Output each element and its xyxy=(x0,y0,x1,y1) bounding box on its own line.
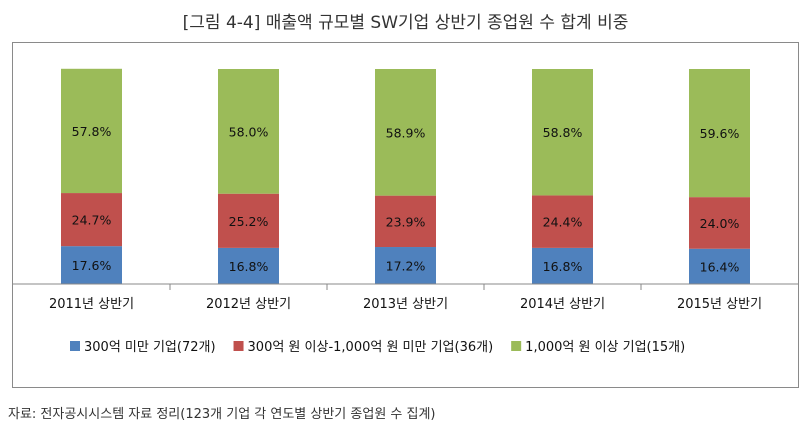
bar-segment xyxy=(375,247,436,284)
bar-segment xyxy=(61,193,122,247)
data-label: 17.2% xyxy=(386,259,426,274)
stacked-bar-chart: 17.6% 24.7% 57.8% 16.8% 25.2% 58.0% 17.2% 23.9%… xyxy=(13,68,798,355)
legend: 300억 미만 기업(72개) 300억 원 이상-1,000억 원 미만 기업(… xyxy=(70,340,685,355)
bars-layer: 17.6% 24.7% 57.8% 16.8% 25.2% 58.0% 17.2% 23.9%… xyxy=(61,68,750,284)
legend-label: 1,000억 원 이상 기업(15개) xyxy=(525,340,685,355)
x-axis: 2011년 상반기 2012년 상반기 2013년 상반기 2014년 상반기 2015… xyxy=(13,283,798,312)
chart-frame: 17.6% 24.7% 57.8% 16.8% 25.2% 58.0% 17.2% 23.9%… xyxy=(12,42,799,388)
data-label: 24.4% xyxy=(543,215,583,230)
legend-swatch xyxy=(233,341,244,351)
data-label: 59.6% xyxy=(700,126,740,141)
bar-segment xyxy=(218,193,279,248)
x-tick-label: 2015년 상반기 xyxy=(677,297,762,312)
data-label: 17.6% xyxy=(72,258,112,273)
data-label: 16.4% xyxy=(700,259,740,274)
x-tick-label: 2014년 상반기 xyxy=(520,297,605,312)
bar-segment xyxy=(218,247,279,284)
data-label: 57.8% xyxy=(72,124,112,139)
x-tick-label: 2012년 상반기 xyxy=(206,297,291,312)
legend-swatch xyxy=(70,341,80,351)
bar-segment xyxy=(689,69,750,198)
data-label: 24.0% xyxy=(700,216,740,231)
legend-swatch xyxy=(511,341,522,351)
data-label: 58.0% xyxy=(229,124,269,139)
data-label: 25.2% xyxy=(229,214,269,229)
bar-segment xyxy=(218,69,279,194)
data-label: 23.9% xyxy=(386,214,426,229)
bar-segment xyxy=(532,195,593,248)
bar-segment xyxy=(532,69,593,196)
bar-segment xyxy=(375,195,436,248)
data-label: 58.9% xyxy=(386,125,426,140)
data-label: 24.7% xyxy=(72,213,112,228)
bar-segment xyxy=(689,197,750,249)
chart-title: [그림 4-4] 매출액 규모별 SW기업 상반기 종업원 수 합계 비중 xyxy=(182,13,629,33)
legend-label: 300억 원 이상-1,000억 원 미만 기업(36개) xyxy=(248,340,494,355)
bar-segment xyxy=(61,68,122,194)
bar-segment xyxy=(375,69,436,196)
source-note: 자료: 전자공시시스템 자료 정리(123개 기업 각 연도별 상반기 종업원 … xyxy=(8,407,436,422)
bar-segment xyxy=(689,248,750,284)
x-tick-label: 2011년 상반기 xyxy=(49,297,134,312)
bar-segment xyxy=(532,247,593,284)
x-tick-label: 2013년 상반기 xyxy=(363,297,448,312)
data-label: 16.8% xyxy=(543,259,583,274)
bar-segment xyxy=(61,246,122,284)
data-label: 58.8% xyxy=(543,125,583,140)
data-label: 16.8% xyxy=(229,259,269,274)
legend-label: 300억 미만 기업(72개) xyxy=(84,340,216,355)
